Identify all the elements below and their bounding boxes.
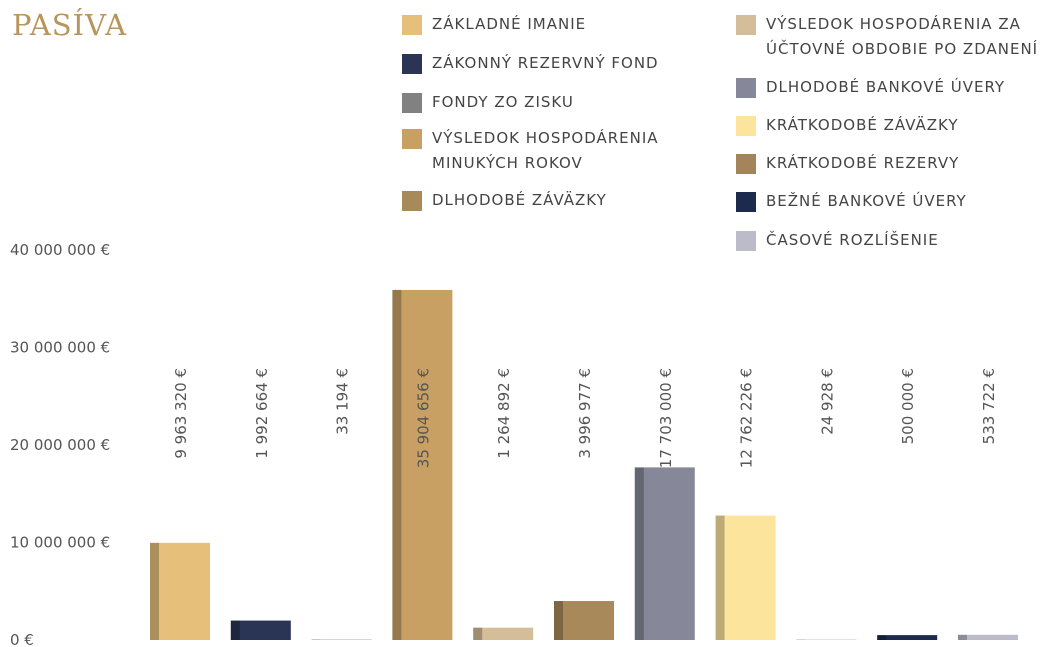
bar (554, 601, 614, 640)
legend-item: ZÁKONNÝ REZERVNÝ FOND (402, 51, 682, 76)
legend-label: DLHODOBÉ BANKOVÉ ÚVERY (766, 78, 1006, 96)
legend-label: KRÁTKODOBÉ ZÁVÄZKY (766, 116, 959, 134)
y-tick-label: 30 000 000 € (10, 339, 110, 357)
legend-item: FONDY ZO ZISKU (402, 90, 682, 115)
y-tick-label: 20 000 000 € (10, 436, 110, 454)
legend-label: ZÁKLADNÉ IMANIE (432, 15, 587, 33)
bar (392, 289, 453, 640)
value-label: 500 000 € (899, 368, 917, 444)
value-label: 533 722 € (980, 368, 998, 444)
legend-item: KRÁTKODOBÉ REZERVY (736, 151, 1057, 176)
bar-shade (392, 289, 402, 640)
legend-swatch (736, 192, 756, 212)
legend-label: KRÁTKODOBÉ REZERVY (766, 154, 960, 172)
value-label: 24 928 € (818, 368, 836, 435)
bar (715, 515, 776, 640)
legend-label: ČASOVÉ ROZLÍŠENIE (766, 231, 939, 249)
legend-item: ZÁKLADNÉ IMANIE (402, 12, 682, 37)
bar-shade (715, 515, 725, 640)
bar-shade (554, 601, 563, 640)
legend-item: BEŽNÉ BANKOVÉ ÚVERY (736, 189, 1057, 214)
legend-item: DLHODOBÉ ZÁVÄZKY (402, 188, 682, 213)
bar-shade (958, 634, 967, 640)
bar (473, 627, 534, 640)
legend-swatch (736, 154, 756, 174)
legend-label: FONDY ZO ZISKU (432, 93, 574, 111)
legend-label: DLHODOBÉ ZÁVÄZKY (432, 191, 607, 209)
value-label: 3 996 977 € (576, 368, 594, 459)
bar (634, 467, 695, 640)
value-label: 17 703 000 € (657, 368, 675, 468)
legend-swatch (402, 54, 422, 74)
bar (958, 634, 1018, 640)
bar-shade (473, 627, 483, 640)
legend-swatch (402, 93, 422, 113)
value-label: 33 194 € (334, 368, 352, 435)
legend-item: VÝSLEDOK HOSPODÁRENIA ZA ÚČTOVNÉ OBDOBIE… (736, 12, 1057, 62)
legend-item: DLHODOBÉ BANKOVÉ ÚVERY (736, 75, 1057, 100)
bar-shade (877, 635, 887, 640)
y-tick-label: 0 € (10, 631, 34, 647)
value-label: 9 963 320 € (172, 368, 190, 459)
chart-title: PASÍVA (12, 8, 128, 42)
value-label: 1 264 892 € (495, 368, 513, 459)
value-label: 35 904 656 € (414, 368, 432, 468)
legend-item: VÝSLEDOK HOSPODÁRENIA MINUKÝCH ROKOV (402, 126, 692, 176)
legend-item: ČASOVÉ ROZLÍŠENIE (736, 228, 1057, 253)
legend-swatch (402, 129, 422, 149)
bar (877, 635, 938, 640)
bar (150, 542, 210, 640)
legend-swatch (736, 78, 756, 98)
legend-swatch (736, 15, 756, 35)
legend-swatch (402, 15, 422, 35)
value-label: 12 762 226 € (738, 368, 756, 468)
bar-shade (230, 620, 240, 640)
legend-label: VÝSLEDOK HOSPODÁRENIA ZA ÚČTOVNÉ OBDOBIE… (766, 15, 1039, 58)
legend-swatch (736, 231, 756, 251)
y-tick-label: 10 000 000 € (10, 534, 110, 552)
legend-swatch (402, 191, 422, 211)
legend-swatch (736, 116, 756, 136)
legend-label: ZÁKONNÝ REZERVNÝ FOND (432, 54, 659, 72)
legend-label: VÝSLEDOK HOSPODÁRENIA MINUKÝCH ROKOV (432, 129, 659, 172)
y-tick-label: 40 000 000 € (10, 241, 110, 259)
legend-item: KRÁTKODOBÉ ZÁVÄZKY (736, 113, 1057, 138)
value-label: 1 992 664 € (253, 368, 271, 459)
legend-label: BEŽNÉ BANKOVÉ ÚVERY (766, 192, 967, 210)
bar-shade (634, 467, 644, 640)
bar (230, 620, 291, 640)
bar-shade (150, 542, 159, 640)
